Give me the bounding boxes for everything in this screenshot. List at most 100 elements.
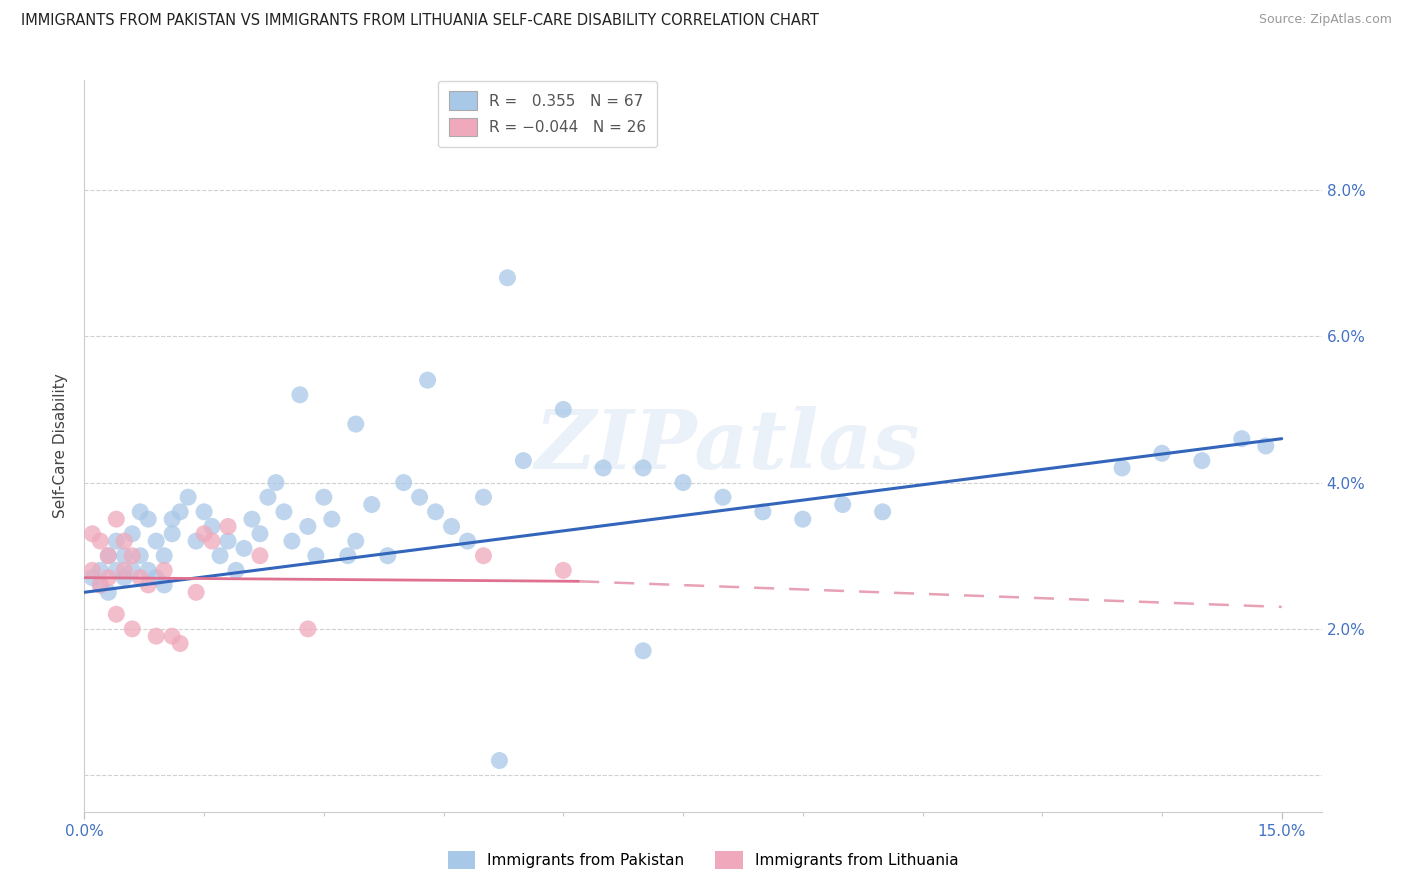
Point (129, 505, 152, 519)
Point (82, 526, 104, 541)
Point (153, 578, 176, 592)
Point (297, 622, 319, 636)
Point (89, 534, 111, 549)
Point (553, 563, 575, 577)
Point (457, 534, 479, 549)
Point (82, 563, 104, 577)
Point (711, 490, 734, 504)
Text: IMMIGRANTS FROM PAKISTAN VS IMMIGRANTS FROM LITHUANIA SELF-CARE DISABILITY CORRE: IMMIGRANTS FROM PAKISTAN VS IMMIGRANTS F… (21, 13, 818, 29)
Point (273, 505, 295, 519)
Text: ZIPatlas: ZIPatlas (536, 406, 921, 486)
Point (553, 402, 575, 417)
Point (112, 563, 135, 577)
Point (1230, 432, 1253, 446)
Point (89, 578, 111, 592)
Point (121, 526, 143, 541)
Point (160, 629, 183, 643)
Point (177, 490, 200, 504)
Point (136, 563, 159, 577)
Point (631, 644, 654, 658)
Point (592, 461, 614, 475)
Point (344, 534, 367, 549)
Point (305, 549, 328, 563)
Point (225, 563, 247, 577)
Point (496, 270, 519, 285)
Point (97, 571, 120, 585)
Point (217, 534, 239, 549)
Point (201, 519, 224, 533)
Point (249, 526, 271, 541)
Point (321, 512, 343, 526)
Point (105, 534, 128, 549)
Point (488, 754, 510, 768)
Point (360, 498, 382, 512)
Point (89, 563, 111, 577)
Point (89, 578, 111, 592)
Point (129, 549, 152, 563)
Point (97, 549, 120, 563)
Point (112, 534, 135, 549)
Y-axis label: Self-Care Disability: Self-Care Disability (53, 374, 69, 518)
Legend: Immigrants from Pakistan, Immigrants from Lithuania: Immigrants from Pakistan, Immigrants fro… (441, 845, 965, 875)
Point (160, 512, 183, 526)
Point (377, 549, 399, 563)
Point (792, 512, 814, 526)
Point (193, 526, 215, 541)
Point (416, 373, 439, 387)
Point (1111, 461, 1133, 475)
Point (184, 585, 207, 599)
Point (121, 622, 143, 636)
Point (392, 475, 415, 490)
Point (425, 505, 447, 519)
Point (153, 563, 176, 577)
Point (160, 526, 183, 541)
Point (209, 549, 232, 563)
Point (1150, 446, 1173, 460)
Point (240, 512, 263, 526)
Point (288, 388, 311, 402)
Point (136, 512, 159, 526)
Point (257, 490, 280, 504)
Point (145, 571, 167, 585)
Point (97, 549, 120, 563)
Point (752, 505, 775, 519)
Point (512, 453, 534, 467)
Point (129, 571, 152, 585)
Text: Source: ZipAtlas.com: Source: ZipAtlas.com (1258, 13, 1392, 27)
Point (169, 636, 191, 650)
Point (831, 498, 853, 512)
Point (440, 519, 463, 533)
Point (217, 519, 239, 533)
Point (201, 534, 224, 549)
Legend: R =   0.355   N = 67, R = −0.044   N = 26: R = 0.355 N = 67, R = −0.044 N = 26 (439, 80, 657, 147)
Point (472, 490, 495, 504)
Point (193, 505, 215, 519)
Point (136, 578, 159, 592)
Point (264, 475, 287, 490)
Point (233, 541, 256, 556)
Point (112, 549, 135, 563)
Point (121, 549, 143, 563)
Point (82, 571, 104, 585)
Point (169, 505, 191, 519)
Point (472, 549, 495, 563)
Point (281, 534, 304, 549)
Point (1254, 439, 1277, 453)
Point (408, 490, 430, 504)
Point (672, 475, 695, 490)
Point (297, 519, 319, 533)
Point (344, 417, 367, 431)
Point (1191, 453, 1213, 467)
Point (97, 585, 120, 599)
Point (105, 607, 128, 622)
Point (872, 505, 894, 519)
Point (105, 512, 128, 526)
Point (153, 549, 176, 563)
Point (145, 629, 167, 643)
Point (631, 461, 654, 475)
Point (112, 571, 135, 585)
Point (145, 534, 167, 549)
Point (336, 549, 359, 563)
Point (121, 563, 143, 577)
Point (312, 490, 335, 504)
